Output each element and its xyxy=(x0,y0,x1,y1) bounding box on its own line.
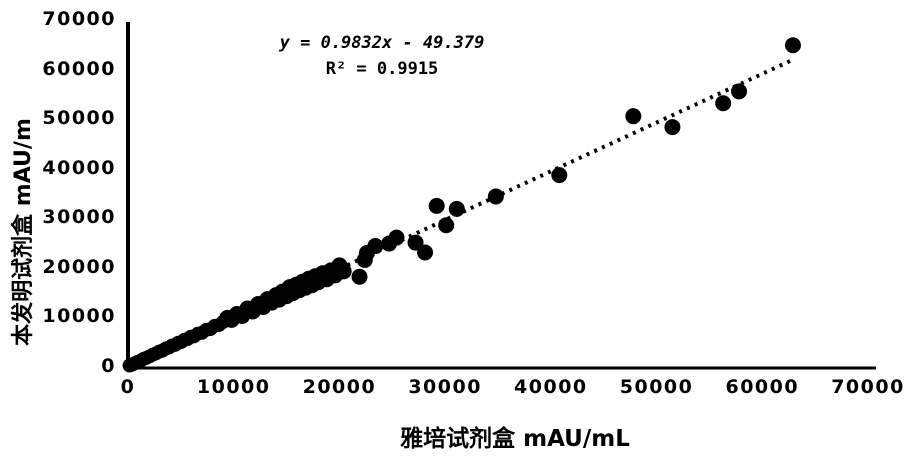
x-tick-label: 30000 xyxy=(408,376,482,398)
x-tick-label: 20000 xyxy=(302,376,377,398)
data-point xyxy=(335,263,352,280)
x-tick-label: 60000 xyxy=(725,376,800,398)
data-point xyxy=(448,200,465,217)
x-tick-label: 40000 xyxy=(514,376,588,398)
x-tick-label: 70000 xyxy=(831,376,905,398)
y-tick-label: 70000 xyxy=(42,8,116,30)
data-point xyxy=(417,244,434,261)
data-point xyxy=(715,95,732,112)
y-tick-label: 10000 xyxy=(42,305,116,328)
x-tick-label: 0 xyxy=(120,376,136,398)
data-point xyxy=(784,37,801,54)
x-tick-label: 10000 xyxy=(196,376,271,398)
x-tick-label: 50000 xyxy=(619,376,694,398)
y-tick-label: 60000 xyxy=(42,57,116,80)
y-tick-label: 40000 xyxy=(42,156,116,179)
y-axis-title: 本发明试剂盒 mAU/m xyxy=(11,118,36,346)
y-tick-label: 0 xyxy=(101,355,116,377)
data-point xyxy=(731,83,748,100)
y-tick-label: 20000 xyxy=(42,255,116,278)
data-point xyxy=(367,238,384,255)
data-point xyxy=(551,167,568,184)
r-squared-text: R² = 0.9915 xyxy=(325,59,439,79)
y-tick-label: 50000 xyxy=(42,107,116,130)
scatter-points xyxy=(122,37,801,373)
data-point xyxy=(625,108,642,125)
data-point xyxy=(407,234,424,251)
x-axis-title: 雅培试剂盒 mAU/mL xyxy=(400,426,630,452)
data-point xyxy=(664,119,681,136)
equation-text: y = 0.9832x - 49.379 xyxy=(279,33,485,53)
data-point xyxy=(388,229,405,246)
data-point xyxy=(438,217,455,234)
data-point xyxy=(428,197,445,214)
trendline-annotation: y = 0.9832x - 49.379 R² = 0.9915 xyxy=(248,30,516,82)
y-tick-label: 30000 xyxy=(42,206,116,229)
data-point xyxy=(487,188,504,205)
data-point xyxy=(351,268,368,285)
